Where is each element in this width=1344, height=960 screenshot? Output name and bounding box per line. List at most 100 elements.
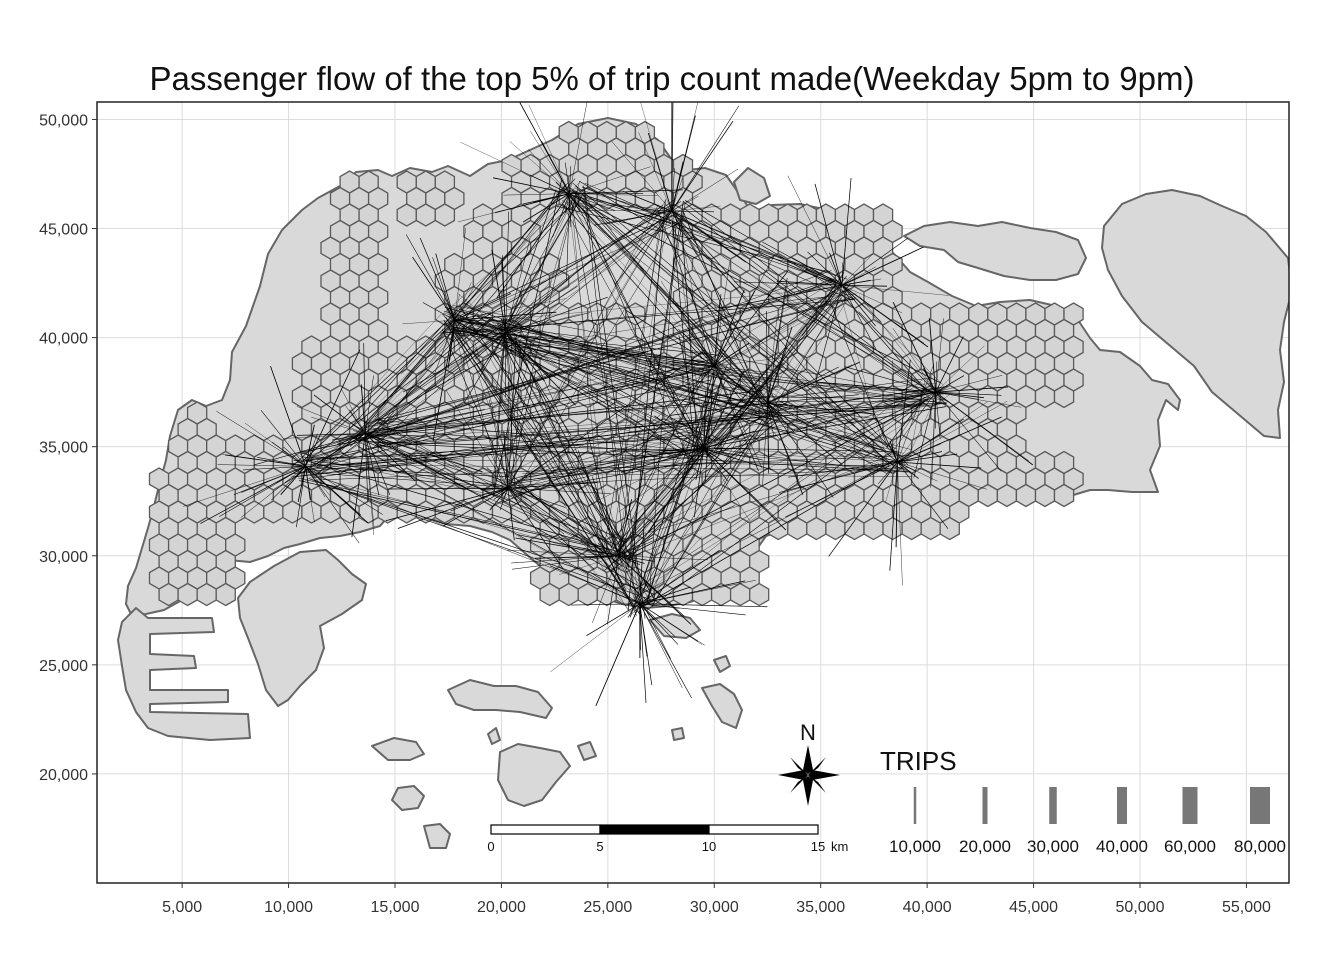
flow-line [841, 284, 929, 348]
y-tick-label: 45,000 [39, 222, 88, 239]
flow-line [646, 372, 714, 606]
north-arrow-east-icon [808, 770, 840, 780]
flow-line [419, 237, 455, 321]
flow-lines [183, 102, 1034, 707]
flow-line [402, 319, 455, 325]
flow-line [514, 336, 616, 565]
island-h [671, 727, 685, 741]
flow-line [897, 418, 964, 463]
flow-line [449, 315, 710, 372]
flow-line [454, 298, 567, 321]
flow-line [446, 315, 893, 471]
flow-line [352, 424, 649, 592]
flow-line [639, 603, 653, 686]
scale-segment-3 [708, 824, 819, 835]
flow-line [652, 298, 849, 598]
flow-line [317, 321, 506, 466]
island-c [423, 823, 451, 849]
flow-line [448, 327, 776, 410]
flow-line [671, 202, 776, 403]
flow-line [468, 325, 699, 464]
hexagon-cell [1053, 384, 1075, 409]
flow-line [618, 555, 708, 561]
flow-line [454, 227, 466, 321]
flow-line [897, 461, 919, 479]
flow-line [669, 210, 843, 284]
flow-line [200, 466, 306, 524]
north-arrow: N [778, 720, 840, 806]
flow-line [841, 285, 877, 351]
hexagon-cell [577, 582, 598, 607]
flow-line [501, 189, 557, 347]
flow-line [671, 168, 675, 212]
flow-line [494, 332, 715, 355]
flow-line [647, 132, 673, 212]
flow-line [432, 257, 455, 321]
flow-line [452, 324, 719, 369]
flow-line [240, 466, 306, 518]
flow-line [377, 297, 856, 421]
flow-line [452, 329, 610, 554]
flow-line [308, 460, 502, 486]
flow-line [877, 461, 898, 485]
flow-line [459, 308, 757, 399]
flow-line [506, 285, 856, 320]
flow-line [313, 425, 366, 467]
flow-line [645, 398, 929, 612]
flow-line [676, 215, 710, 372]
flow-line [460, 142, 570, 194]
flow-line [705, 282, 852, 459]
flow-line [829, 252, 843, 286]
flow-line [706, 360, 710, 442]
flow-line [302, 323, 446, 457]
flow-line [935, 345, 985, 393]
flow-line [683, 212, 767, 416]
flow-line [627, 199, 666, 611]
flow-line [714, 285, 829, 353]
flow-line [611, 409, 768, 557]
flow-line [672, 221, 925, 394]
flow-line [930, 392, 936, 488]
flow-line [696, 398, 930, 444]
flow-line [513, 489, 618, 563]
flow-line [703, 448, 728, 465]
flow-line [767, 402, 878, 420]
flow-line [271, 466, 306, 501]
flow-line [454, 311, 557, 321]
flow-line [305, 465, 369, 524]
y-tick-label: 20,000 [39, 767, 88, 784]
flow-line [639, 603, 647, 704]
hexagon-cell [396, 203, 417, 227]
flow-line [301, 369, 701, 453]
hexagon-cell [196, 582, 217, 607]
flow-line [705, 389, 942, 456]
hexagon-cell [1034, 483, 1056, 508]
flow-line [507, 487, 611, 494]
flow-line [897, 461, 982, 469]
flow-line [571, 603, 640, 606]
hexagon-cell [434, 203, 456, 227]
flow-line [714, 365, 744, 403]
flow-line [341, 388, 366, 434]
scale-label-15: 15 [811, 839, 825, 854]
flow-line [331, 433, 366, 441]
flow-line [935, 318, 944, 393]
southern-islands-west [447, 679, 553, 719]
flow-line [296, 406, 366, 434]
flow-line [317, 467, 510, 478]
axes: 5,000 10,000 15,000 20,000 25,000 30,000 35,00… [39, 112, 1271, 916]
flow-line [897, 443, 941, 463]
flow-line [315, 480, 655, 595]
flow-line [319, 318, 491, 452]
flow-line [612, 217, 662, 545]
flow-line [671, 210, 746, 294]
flow-line [816, 381, 936, 393]
flow-line [463, 325, 904, 454]
x-tick-label: 20,000 [477, 899, 526, 916]
flow-line [760, 396, 930, 400]
flow-line [605, 436, 714, 546]
hexagon-cell [282, 500, 303, 524]
flow-line [501, 396, 753, 504]
flow-line [308, 282, 832, 456]
flow-line [569, 191, 845, 286]
